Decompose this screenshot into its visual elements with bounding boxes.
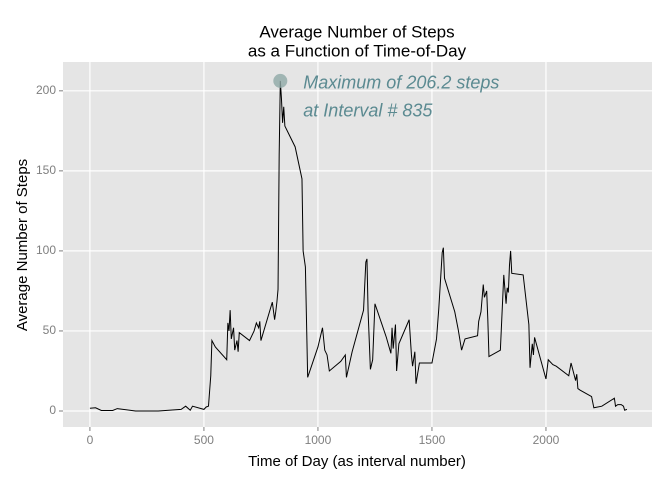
y-tick-label: 0 [49, 403, 56, 417]
x-tick-label: 1500 [419, 433, 446, 447]
annotation: Maximum of 206.2 steps [303, 73, 499, 93]
max-point [273, 73, 288, 88]
y-axis-title: Average Number of Steps [14, 159, 31, 331]
plot-panel [63, 62, 652, 427]
annotation: at Interval # 835 [303, 101, 433, 121]
x-tick-label: 0 [87, 433, 94, 447]
x-tick-label: 2000 [533, 433, 560, 447]
y-tick-label: 100 [36, 243, 56, 257]
x-tick-label: 500 [194, 433, 214, 447]
y-tick-label: 150 [36, 163, 56, 177]
y-tick-label: 50 [43, 323, 57, 337]
chart-title: Average Number of Steps [259, 22, 454, 41]
y-tick-label: 200 [36, 83, 56, 97]
chart-title: as a Function of Time-of-Day [248, 41, 467, 60]
data-line [89, 80, 628, 412]
x-axis-title: Time of Day (as interval number) [248, 453, 466, 470]
x-tick-label: 1000 [305, 433, 332, 447]
